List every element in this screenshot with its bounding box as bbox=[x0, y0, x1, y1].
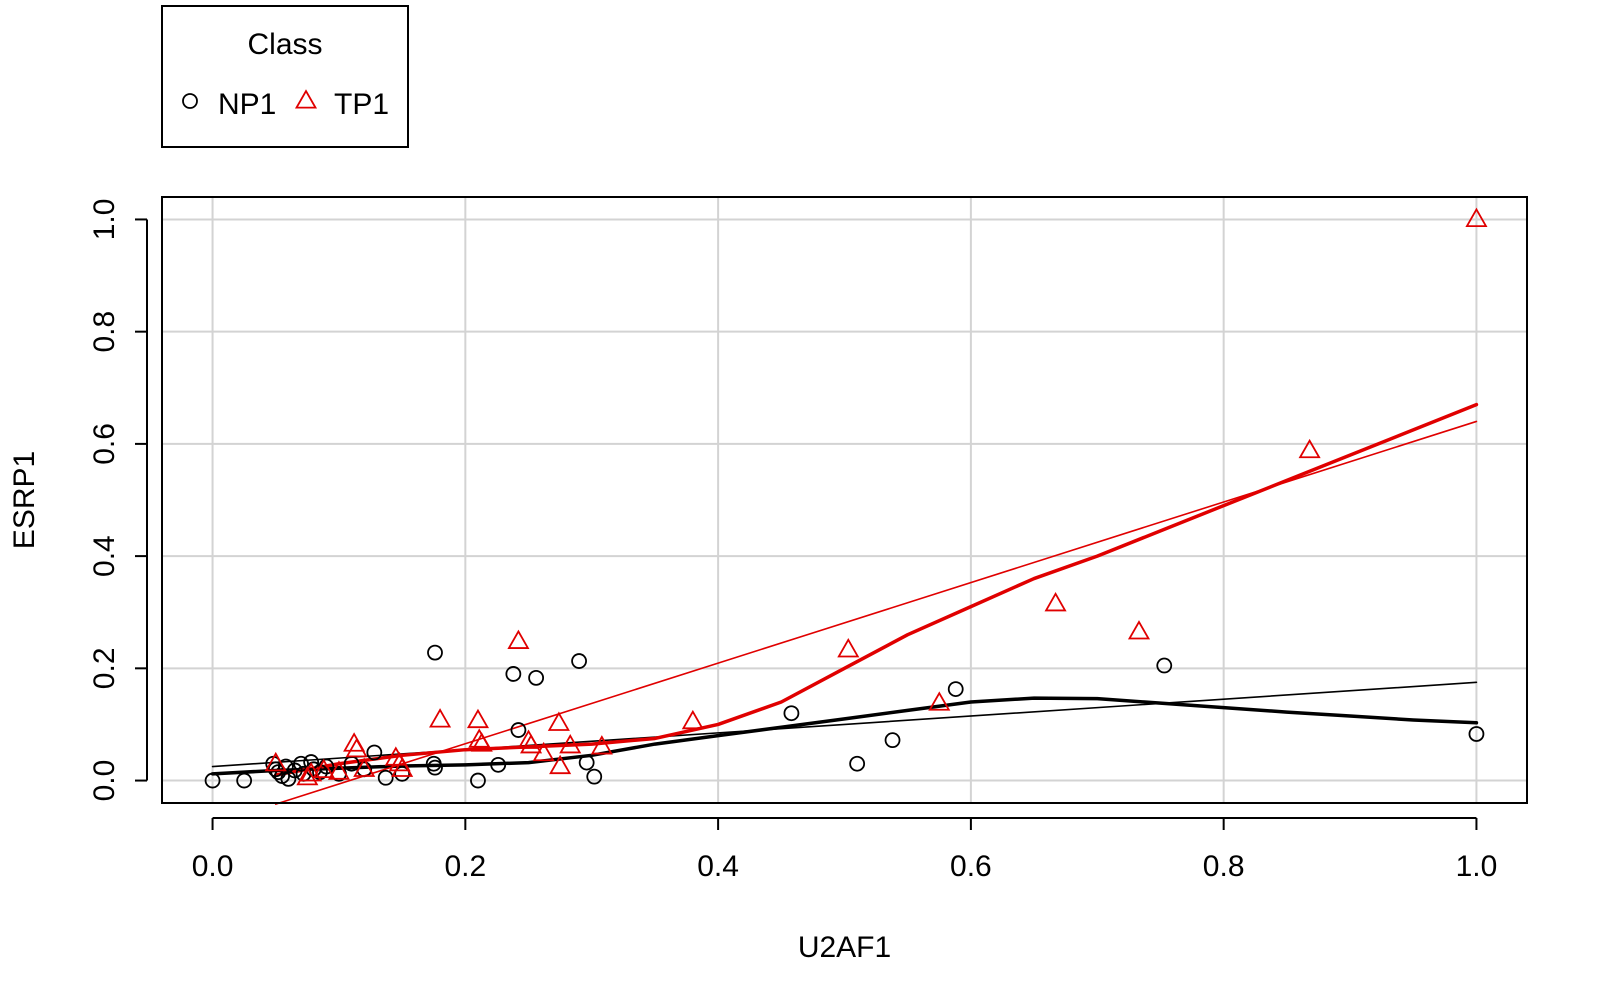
x-tick-label-4: 0.8 bbox=[1203, 850, 1245, 883]
point-tp1-4 bbox=[327, 760, 350, 780]
plot-border bbox=[161, 196, 1528, 804]
point-np1-37 bbox=[1468, 726, 1485, 742]
point-np1-33 bbox=[849, 755, 866, 772]
y-axis-label: ESRP1 bbox=[8, 451, 41, 549]
point-tp1-14 bbox=[470, 732, 493, 752]
x-tick-label-5: 1.0 bbox=[1456, 850, 1498, 883]
point-np1-23 bbox=[427, 644, 443, 661]
point-np1-25 bbox=[490, 756, 507, 773]
fit-lines bbox=[210, 402, 1479, 805]
point-np1-0 bbox=[204, 772, 221, 789]
point-tp1-23 bbox=[681, 709, 704, 730]
point-tp1-10 bbox=[391, 757, 414, 777]
grid-layer bbox=[162, 197, 1527, 803]
x-tick-label-3: 0.6 bbox=[950, 850, 992, 883]
y-tick-label-3: 0.6 bbox=[88, 423, 121, 465]
fit-line-3 bbox=[274, 402, 1479, 777]
y-tick-label-1: 0.2 bbox=[88, 647, 121, 689]
legend-label-tp1: TP1 bbox=[334, 88, 389, 121]
point-tp1-0 bbox=[264, 751, 287, 772]
point-tp1-7 bbox=[353, 757, 376, 777]
x-tick-label-0: 0.0 bbox=[192, 850, 234, 883]
legend-box bbox=[161, 5, 409, 148]
point-np1-35 bbox=[947, 681, 964, 697]
point-np1-31 bbox=[586, 768, 603, 785]
legend-title: Class bbox=[247, 28, 322, 61]
x-axis-label: U2AF1 bbox=[798, 931, 891, 964]
point-np1-26 bbox=[505, 666, 522, 682]
point-tp1-2 bbox=[300, 762, 323, 782]
legend-marker-np1 bbox=[182, 93, 198, 109]
y-tick-label-2: 0.4 bbox=[88, 535, 121, 577]
point-np1-27 bbox=[510, 722, 527, 738]
point-tp1-12 bbox=[466, 708, 490, 729]
fit-line-1 bbox=[210, 696, 1479, 776]
point-tp1-17 bbox=[520, 733, 543, 754]
point-tp1-19 bbox=[547, 711, 570, 731]
point-np1-32 bbox=[783, 705, 800, 722]
point-tp1-3 bbox=[312, 758, 335, 779]
y-tick-label-5: 1.0 bbox=[88, 199, 121, 241]
point-tp1-21 bbox=[559, 733, 582, 754]
point-tp1-25 bbox=[928, 691, 951, 711]
point-tp1-15 bbox=[507, 629, 530, 649]
legend-entries: NP1 TP1 bbox=[182, 88, 389, 121]
data-points bbox=[204, 207, 1488, 789]
point-np1-19 bbox=[377, 769, 394, 786]
y-tick-label-4: 0.8 bbox=[88, 311, 121, 353]
point-np1-28 bbox=[528, 669, 545, 686]
point-tp1-18 bbox=[532, 741, 555, 762]
point-np1-1 bbox=[236, 772, 253, 789]
x-tick-label-1: 0.2 bbox=[444, 850, 486, 883]
point-np1-11 bbox=[303, 754, 320, 770]
point-np1-6 bbox=[277, 758, 294, 775]
point-np1-36 bbox=[1156, 657, 1173, 674]
point-tp1-11 bbox=[429, 708, 452, 728]
y-tick-label-0: 0.0 bbox=[88, 760, 121, 802]
point-np1-24 bbox=[470, 772, 486, 789]
point-np1-9 bbox=[293, 755, 309, 772]
point-np1-18 bbox=[366, 744, 383, 761]
legend-marker-tp1 bbox=[294, 89, 318, 109]
point-np1-29 bbox=[571, 653, 587, 669]
point-tp1-24 bbox=[837, 638, 860, 658]
point-np1-30 bbox=[578, 754, 595, 771]
legend: Class NP1 TP1 bbox=[161, 5, 409, 148]
point-tp1-29 bbox=[1465, 207, 1488, 227]
point-tp1-26 bbox=[1044, 592, 1067, 612]
point-np1-22 bbox=[427, 759, 443, 776]
point-tp1-28 bbox=[1298, 438, 1321, 459]
legend-label-np1: NP1 bbox=[218, 88, 276, 121]
point-np1-20 bbox=[394, 765, 411, 782]
point-np1-34 bbox=[884, 732, 901, 749]
point-tp1-20 bbox=[549, 754, 572, 775]
point-tp1-6 bbox=[345, 737, 368, 758]
point-tp1-27 bbox=[1127, 620, 1151, 640]
point-tp1-22 bbox=[590, 735, 613, 755]
point-tp1-1 bbox=[296, 765, 319, 786]
axis-ticks: 0.0 0.2 0.4 0.6 0.8 1.0 0.0 0.2 0.4 0.6 0.8 1.0 bbox=[88, 199, 1497, 883]
x-tick-label-2: 0.4 bbox=[697, 850, 739, 883]
